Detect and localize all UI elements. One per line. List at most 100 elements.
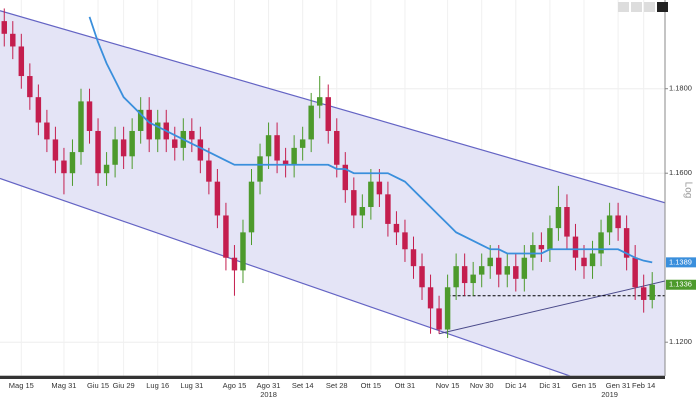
year-label: 2019 <box>601 390 618 399</box>
x-tick-label: Nov 15 <box>436 381 460 390</box>
x-tick-label: Set 14 <box>292 381 314 390</box>
plot-marks <box>0 8 665 376</box>
candle-body <box>1 21 7 34</box>
candle-body <box>316 97 323 106</box>
x-tick-label: Giu 29 <box>113 381 135 390</box>
candle-body <box>146 109 152 140</box>
candle-body <box>223 215 229 258</box>
zoom-button[interactable] <box>618 2 629 12</box>
candle-body <box>154 122 161 140</box>
x-tick-label: Gen 31 <box>606 381 631 390</box>
candle-body <box>615 215 621 229</box>
x-tick-label: Gen 15 <box>572 381 597 390</box>
candle-body <box>299 139 306 148</box>
x-tick-label: Set 28 <box>326 381 348 390</box>
candle-body <box>581 257 587 267</box>
candle-body <box>112 139 118 165</box>
candle-body <box>206 160 212 182</box>
x-tick-label: Ago 15 <box>223 381 247 390</box>
candle-body <box>504 266 511 275</box>
ma-last-label: 1.1389 <box>669 257 692 266</box>
trendline <box>438 280 665 335</box>
candle-body <box>214 181 221 216</box>
candle-body <box>18 46 25 77</box>
candle-body <box>240 232 246 271</box>
candle-body <box>282 160 289 165</box>
candle-body <box>444 287 451 330</box>
candle-body <box>368 181 374 208</box>
candle-body <box>10 33 16 47</box>
fit-button[interactable] <box>644 2 655 12</box>
candle-body <box>436 308 442 330</box>
candle-body <box>564 207 570 237</box>
candle-body <box>197 139 204 161</box>
candle-body <box>547 228 553 250</box>
moving-average <box>88 16 653 264</box>
channel-lower <box>0 177 572 376</box>
y-tick-label: 1.1600 <box>669 168 692 177</box>
candle-body <box>632 257 638 288</box>
x-tick-label: Feb 14 <box>632 381 655 390</box>
x-tick-label: Ott 15 <box>361 381 381 390</box>
candle-body <box>606 215 613 233</box>
close-last-label: 1.1336 <box>669 280 692 289</box>
toolbar[interactable] <box>618 2 668 12</box>
candle-body <box>478 266 485 275</box>
candle-body <box>453 266 459 288</box>
x-tick-label: Mag 15 <box>9 381 34 390</box>
x-tick-label: Dic 14 <box>505 381 526 390</box>
candle-body <box>172 139 178 148</box>
y-tick-label: 1.1200 <box>669 337 692 346</box>
year-label: 2018 <box>260 390 277 399</box>
candle-body <box>410 249 417 267</box>
candle-body <box>572 236 579 258</box>
x-tick-label: Dic 31 <box>539 381 560 390</box>
candle-body <box>257 156 263 182</box>
candle-body <box>189 130 195 140</box>
candle-body <box>461 266 468 284</box>
y-tick-label: 1.1800 <box>669 84 692 93</box>
candle-body <box>427 287 434 309</box>
candle-body <box>86 101 93 131</box>
candle-body <box>649 284 655 300</box>
candle-body <box>334 130 340 165</box>
candle-body <box>35 97 42 123</box>
candle-body <box>129 130 135 157</box>
candle-body <box>598 232 604 254</box>
candle-body <box>419 266 425 288</box>
candle-body <box>402 232 408 250</box>
candle-body <box>496 257 502 275</box>
candle-body <box>470 274 476 284</box>
x-tick-label: Lug 16 <box>146 381 169 390</box>
candle-body <box>248 181 255 233</box>
candle-body <box>351 190 357 216</box>
candle-body <box>530 245 536 258</box>
ma-last-label-box <box>666 257 696 268</box>
candle-body <box>78 101 84 153</box>
candle-body <box>555 207 562 229</box>
candle-body <box>274 135 280 161</box>
candle-body <box>359 207 366 216</box>
candle-body <box>393 223 400 233</box>
candle-body <box>103 164 110 174</box>
candle-body <box>385 194 391 224</box>
candle-body <box>623 228 630 258</box>
candle-body <box>487 257 493 267</box>
draw-button[interactable] <box>631 2 642 12</box>
settings-button[interactable] <box>657 2 668 12</box>
candle-body <box>120 139 127 157</box>
x-tick-label: Giu 15 <box>87 381 109 390</box>
candle-body <box>44 122 50 140</box>
candle-body <box>61 160 67 174</box>
scale-label: Log <box>682 182 693 199</box>
candle-body <box>308 105 314 140</box>
candle-body <box>538 245 545 250</box>
x-tick-label: Lug 31 <box>180 381 203 390</box>
x-tick-label: Ott 31 <box>395 381 415 390</box>
candle-body <box>52 139 59 161</box>
candle-body <box>513 266 519 279</box>
axis-band <box>0 376 665 379</box>
candle-body <box>589 253 596 267</box>
